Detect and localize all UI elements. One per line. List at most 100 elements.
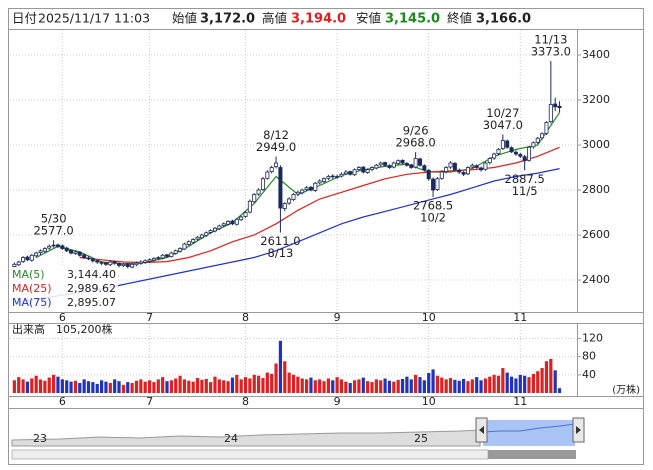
candle-body [239,216,244,221]
candle-body [479,167,484,171]
annotation-value: 2577.0 [33,224,73,238]
volume-bar [47,377,51,393]
open-label: 始値 [172,11,197,26]
volume-bar [226,381,230,393]
candle-body [252,194,257,203]
candle-body [21,257,26,262]
navigator: 23 24 25 [10,412,640,460]
x-tick-label: 10 [422,395,436,408]
candle-body [243,212,248,217]
volume-bar [38,379,43,393]
candle-body [522,156,527,162]
volume-bar [523,375,527,393]
candle-body [169,252,174,258]
volume-bar [470,379,474,393]
candle-body [151,258,156,261]
volume-bar [304,379,309,393]
scrollbar-track[interactable] [11,449,489,460]
annotation-date: 10/2 [420,211,446,225]
candle-body [165,254,170,257]
candle-body [47,245,52,249]
candle-body [400,159,405,164]
candle-body [95,260,100,263]
y-tick-label: 2800 [582,183,610,196]
candle-body [64,247,69,252]
candle-body [103,262,108,265]
candle-body [143,260,148,263]
candle-body [86,257,91,260]
volume-bar [200,379,204,393]
candle-body [16,261,21,266]
candle-body [304,187,309,190]
volume-bar [352,380,357,393]
volume-bar [440,377,444,393]
volume-bar [348,383,352,393]
candle-body [77,251,82,256]
candle-body [553,103,558,108]
candle-body [173,250,178,254]
volume-bar [344,381,348,393]
open-value: 3,172.0 [200,12,255,27]
volume-bar [383,378,387,393]
candle-body [287,198,292,204]
scrollbar-thumb[interactable] [488,450,576,459]
candle-body [378,162,383,166]
candle-body [404,163,409,166]
candle-body [160,254,165,259]
volume-bar [143,381,147,393]
close-label: 終値 [447,11,472,26]
candle-body [370,167,375,170]
volume-bar [25,381,30,393]
candle-body [509,147,514,153]
volume-bar [505,372,509,393]
volume-bar [91,382,95,393]
navigator-year: 24 [224,432,238,445]
volume-bar [248,378,252,393]
volume-bar [65,380,69,393]
volume-bar [488,376,492,393]
volume-bar [169,380,173,393]
candle-body [322,178,327,182]
candle-body [217,225,222,230]
candle-body [335,176,340,178]
candle-body [391,162,396,168]
candle-body [186,241,191,245]
candle-body [431,178,436,191]
candle-body [221,223,226,226]
date-label: 日付 [12,11,37,26]
low-label: 安値 [356,11,381,26]
candle-body [531,142,536,148]
volume-bar [174,378,178,393]
volume-bar [492,374,496,393]
candle-body [247,200,252,213]
candle-body [470,164,475,168]
annotation-value: 3047.0 [483,118,523,132]
candle-body [313,182,318,191]
candle-body [226,221,231,225]
high-label: 高値 [262,11,287,26]
volume-bar [178,375,182,393]
volume-bar [435,375,440,393]
volume-bar [161,377,165,393]
candle-body [330,175,335,178]
volume-bar [230,377,235,393]
candle-body [487,158,492,163]
volume-unit: (万株) [612,383,640,396]
volume-bar [165,381,169,393]
volume-bar [134,380,139,393]
volume-bar [104,381,108,393]
candle-body [326,176,331,179]
candle-body [308,186,313,191]
annotation-value: 2611.0 [260,234,300,248]
annotation-date: 11/5 [512,184,538,198]
y-tick-label: 2600 [582,228,610,241]
volume-bar [56,376,60,393]
candle-body [199,234,204,239]
candle-body [38,250,43,253]
volume-tick-label: 80 [582,350,596,363]
candle-body [540,133,545,139]
candle-body [356,167,361,170]
x-tick-label: 11 [513,395,527,408]
candle-body [295,191,300,195]
